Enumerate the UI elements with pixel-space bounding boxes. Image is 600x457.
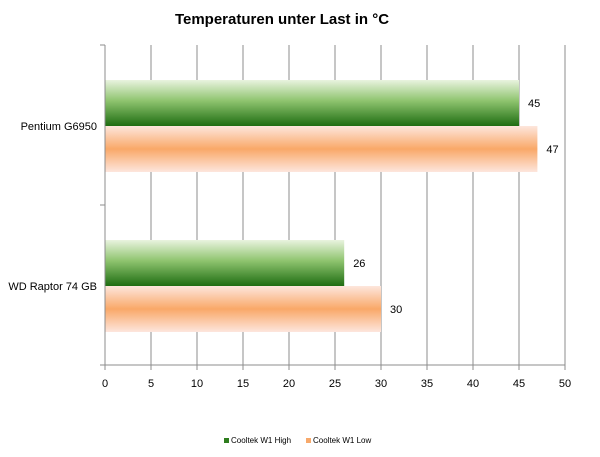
x-tick-label: 35 — [421, 378, 433, 390]
bar-low — [105, 126, 538, 172]
data-labels: 45 47 26 30 — [353, 98, 558, 316]
bars — [105, 80, 538, 332]
x-tick-label: 0 — [102, 378, 108, 390]
chart-title: Temperaturen unter Last in °C — [175, 11, 389, 28]
x-tick-label: 40 — [467, 378, 479, 390]
bar-low — [105, 286, 381, 332]
axes: 0 5 10 15 20 25 30 35 40 45 50 Pentium G6950 WD Rapt… — [8, 44, 571, 390]
x-tick-label: 25 — [329, 378, 341, 390]
legend-label: Cooltek W1 High — [231, 436, 291, 445]
data-label: 45 — [528, 98, 540, 110]
data-label: 30 — [390, 304, 402, 316]
legend-label: Cooltek W1 Low — [313, 436, 371, 445]
legend: Cooltek W1 High Cooltek W1 Low — [224, 436, 371, 445]
x-tick-label: 45 — [513, 378, 525, 390]
x-tick-label: 10 — [191, 378, 203, 390]
data-label: 47 — [546, 144, 558, 156]
x-tick-label: 20 — [283, 378, 295, 390]
x-tick-label: 5 — [148, 378, 154, 390]
x-tick-label: 30 — [375, 378, 387, 390]
x-tick-label: 15 — [237, 378, 249, 390]
x-tick-label: 50 — [559, 378, 571, 390]
bar-high — [105, 240, 345, 286]
category-label: WD Raptor 74 GB — [8, 281, 97, 293]
bar-high — [105, 80, 519, 126]
legend-swatch — [224, 438, 229, 443]
legend-swatch — [306, 438, 311, 443]
category-label: Pentium G6950 — [21, 121, 97, 133]
data-label: 26 — [353, 258, 365, 270]
